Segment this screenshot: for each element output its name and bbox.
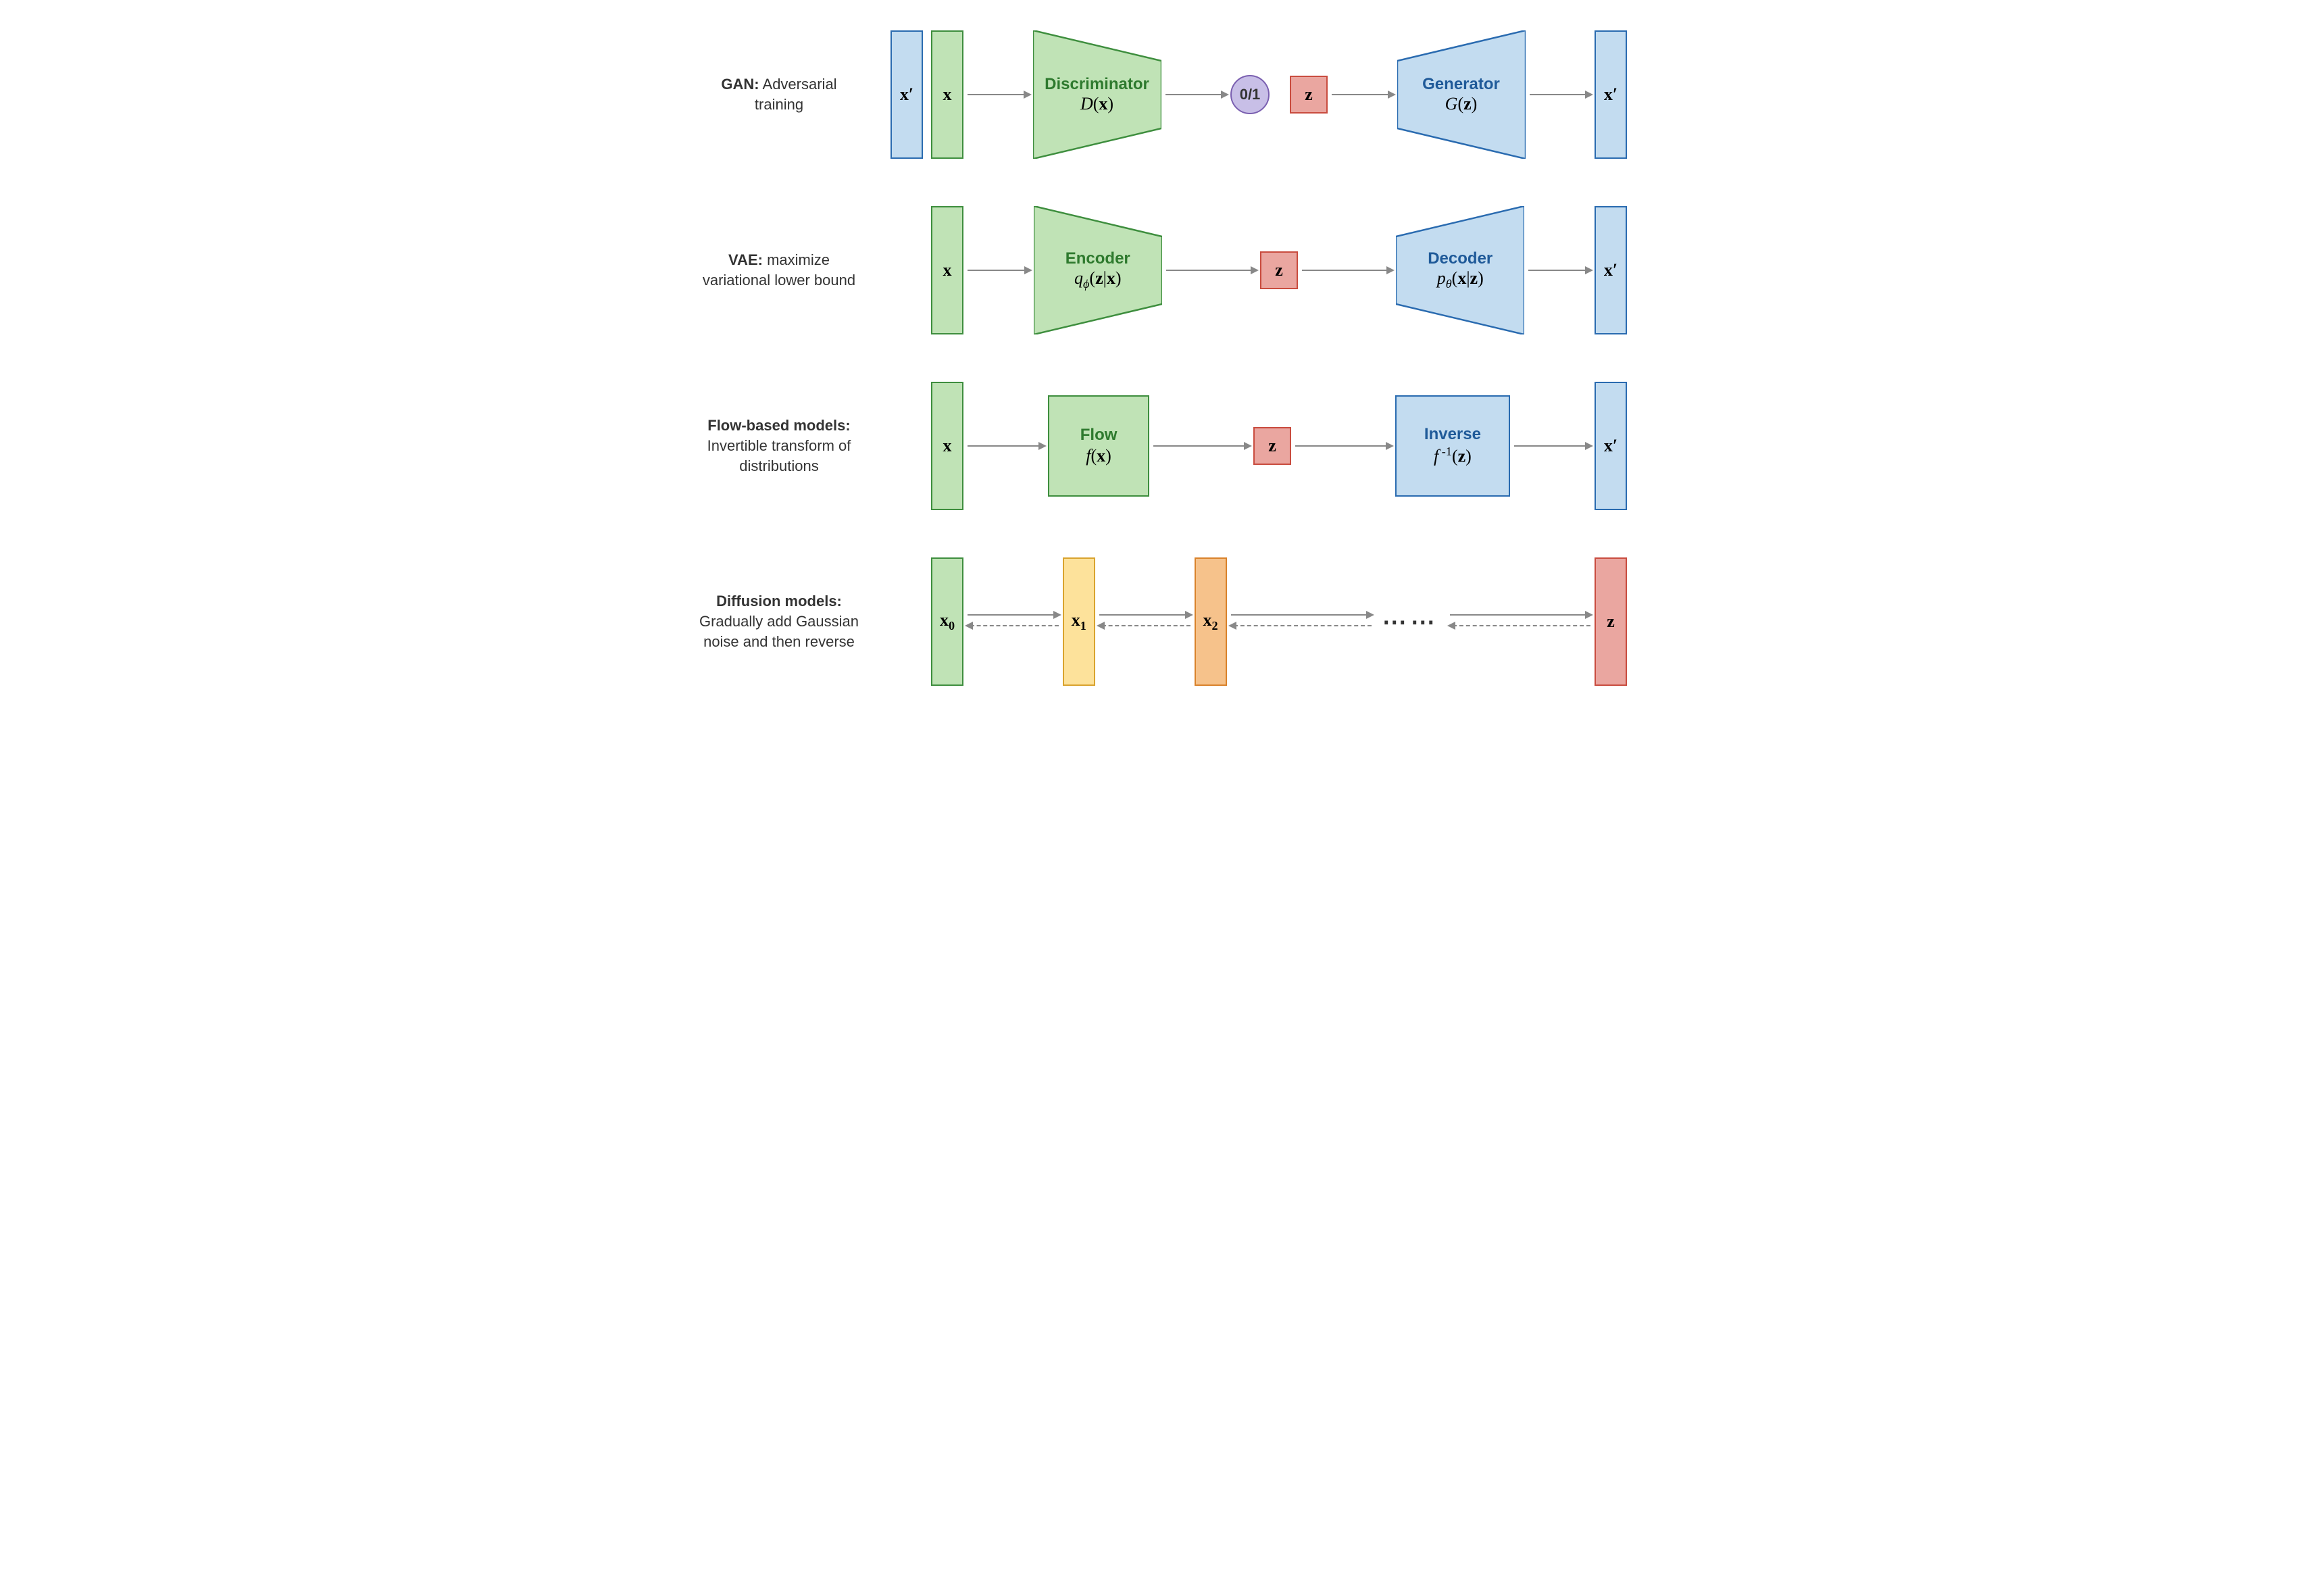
arrow-icon xyxy=(1328,94,1397,95)
inverse-math: f -1(z) xyxy=(1434,445,1472,467)
flow-block-math: f(x) xyxy=(1086,445,1111,466)
decoder-title: Decoder xyxy=(1428,249,1492,268)
discriminator-title: Discriminator xyxy=(1045,75,1149,94)
diff-title: Diffusion models: xyxy=(681,591,877,612)
diff-sub2b: noise and then reverse xyxy=(681,632,877,652)
gan-title: GAN: xyxy=(721,76,759,93)
inverse-block: Inverse f -1(z) xyxy=(1395,395,1510,497)
generator-title: Generator xyxy=(1422,75,1500,94)
diff-x0: x0 xyxy=(931,557,963,686)
arrow-icon xyxy=(1298,270,1396,271)
arrow-icon xyxy=(1526,94,1595,95)
arrow-icon xyxy=(1162,270,1260,271)
flow-label: Flow-based models: Invertible transform … xyxy=(681,416,890,476)
gan-discriminator: DiscriminatorD(x) xyxy=(1033,30,1161,159)
row-vae: VAE: maximize variational lower bound x … xyxy=(681,203,1627,338)
arrow-icon xyxy=(1291,445,1395,447)
inverse-title: Inverse xyxy=(1424,425,1481,445)
arrow-icon xyxy=(1510,445,1595,447)
row-gan: GAN: Adversarial training x′ x Discrimin… xyxy=(681,27,1627,162)
gan-x: x xyxy=(931,30,963,159)
gan-output: 0/1 xyxy=(1230,75,1270,114)
generative-models-diagram: GAN: Adversarial training x′ x Discrimin… xyxy=(681,27,1627,689)
biarrow-icon xyxy=(1446,612,1595,632)
diff-z: z xyxy=(1595,557,1627,686)
gan-label: GAN: Adversarial training xyxy=(681,74,890,114)
flow-z: z xyxy=(1253,427,1291,465)
gan-sub2: training xyxy=(681,95,877,115)
gan-xprime-out: x′ xyxy=(1595,30,1627,159)
arrow-icon xyxy=(963,445,1048,447)
biarrow-icon xyxy=(1227,612,1376,632)
flow-sub2a: Invertible transform of xyxy=(681,436,877,456)
flow-xprime: x′ xyxy=(1595,382,1627,510)
arrow-icon xyxy=(963,270,1034,271)
gan-sub: Adversarial xyxy=(759,76,837,93)
biarrow-icon xyxy=(963,612,1063,632)
discriminator-math: D(x) xyxy=(1045,94,1149,114)
diff-sub2a: Gradually add Gaussian xyxy=(681,612,877,632)
flow-block: Flow f(x) xyxy=(1048,395,1149,497)
arrow-icon xyxy=(1149,445,1253,447)
vae-label: VAE: maximize variational lower bound xyxy=(681,250,890,290)
vae-sub: maximize xyxy=(763,251,830,268)
biarrow-icon xyxy=(1095,612,1195,632)
arrow-icon xyxy=(963,94,1033,95)
gan-z: z xyxy=(1290,76,1328,114)
diff-label: Diffusion models: Gradually add Gaussian… xyxy=(681,591,890,651)
diff-x1: x1 xyxy=(1063,557,1095,686)
flow-x: x xyxy=(931,382,963,510)
arrow-icon xyxy=(1524,270,1595,271)
vae-encoder: Encoderqϕ(z|x) xyxy=(1034,206,1162,334)
ellipsis-icon: ⋯⋯ xyxy=(1376,607,1446,636)
flow-title: Flow-based models: xyxy=(681,416,877,436)
flow-flow: x Flow f(x) z Inverse f -1(z) x′ xyxy=(890,378,1627,514)
vae-z: z xyxy=(1260,251,1298,289)
vae-sub2: variational lower bound xyxy=(681,270,877,291)
gan-xprime-in: x′ xyxy=(890,30,923,159)
decoder-math: pθ(x|z) xyxy=(1428,268,1492,291)
vae-xprime: x′ xyxy=(1595,206,1627,334)
encoder-math: qϕ(z|x) xyxy=(1065,268,1130,291)
diff-x2: x2 xyxy=(1195,557,1227,686)
flow-sub2b: distributions xyxy=(681,456,877,476)
gan-flow: x′ x DiscriminatorD(x) 0/1 z GeneratorG(… xyxy=(890,27,1627,162)
vae-x: x xyxy=(931,206,963,334)
diff-flow: x0 x1 x2 ⋯⋯ z xyxy=(890,554,1627,689)
flow-block-title: Flow xyxy=(1080,426,1118,445)
vae-decoder: Decoderpθ(x|z) xyxy=(1396,206,1524,334)
gan-generator: GeneratorG(z) xyxy=(1397,30,1526,159)
vae-flow: x Encoderqϕ(z|x) z Decoderpθ(x|z) x′ xyxy=(890,203,1627,338)
encoder-title: Encoder xyxy=(1065,249,1130,268)
vae-title: VAE: xyxy=(728,251,763,268)
row-diffusion: Diffusion models: Gradually add Gaussian… xyxy=(681,554,1627,689)
row-flow: Flow-based models: Invertible transform … xyxy=(681,378,1627,514)
arrow-icon xyxy=(1161,94,1231,95)
generator-math: G(z) xyxy=(1422,94,1500,114)
